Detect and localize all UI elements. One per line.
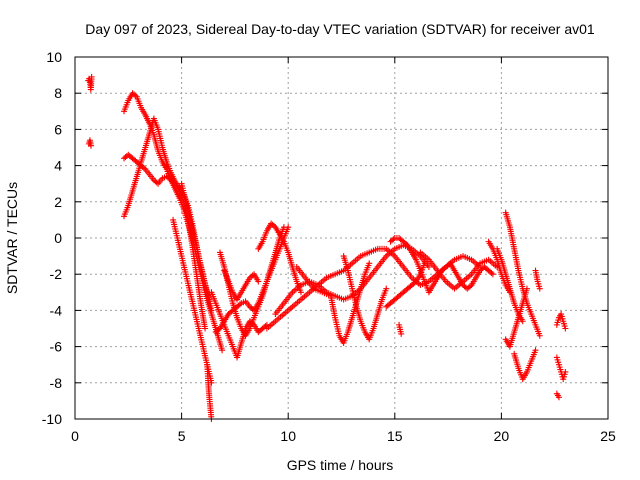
series-track-21: [417, 249, 501, 292]
y-tick-label: 10: [46, 49, 62, 65]
data-point: [153, 179, 160, 186]
data-point: [215, 326, 222, 333]
data-point: [140, 165, 147, 172]
series-track-30: [553, 390, 562, 401]
series-track-7: [178, 180, 215, 314]
data-point: [297, 289, 304, 296]
x-tick-label: 0: [71, 428, 79, 444]
data-point: [523, 285, 530, 292]
x-tick-label: 20: [494, 428, 510, 444]
y-tick-label: 8: [54, 85, 62, 101]
y-tick-label: -6: [50, 339, 63, 355]
data-point: [249, 320, 256, 327]
series-track-5: [121, 151, 209, 332]
data-point: [270, 222, 277, 229]
y-tick-label: -10: [42, 411, 62, 427]
data-point: [532, 347, 539, 354]
x-axis-label: GPS time / hours: [287, 457, 394, 473]
x-tick-label: 10: [280, 428, 296, 444]
data-point: [366, 260, 373, 267]
series-track-16: [293, 260, 373, 346]
data-point: [536, 332, 543, 339]
data-point: [425, 263, 432, 270]
series-track-12: [221, 267, 262, 303]
data-point: [555, 394, 562, 401]
data-point: [170, 179, 177, 186]
series-track-1: [85, 73, 95, 93]
y-tick-label: 2: [54, 194, 62, 210]
series-track-17: [340, 253, 390, 343]
series-track-13: [255, 220, 304, 296]
x-tick-label: 15: [387, 428, 403, 444]
data-point: [398, 330, 405, 337]
data-point: [562, 325, 569, 332]
y-tick-label: -8: [50, 375, 63, 391]
y-tick-label: 6: [54, 121, 62, 137]
series-track-27: [532, 267, 543, 292]
y-tick-label: -4: [50, 302, 63, 318]
series-track-29: [553, 354, 569, 383]
data-point: [236, 301, 243, 308]
y-axis-label: SDTVAR / TECUs: [4, 182, 20, 294]
data-point: [88, 73, 95, 80]
data-point: [421, 260, 428, 267]
grid: [75, 57, 608, 419]
x-tick-label: 5: [178, 428, 186, 444]
series-track-25: [502, 285, 530, 350]
data-point: [208, 307, 215, 314]
series-track-11: [208, 289, 270, 361]
data-point: [467, 283, 474, 290]
x-tick-label: 25: [600, 428, 616, 444]
data-point: [519, 318, 526, 325]
series-track-24: [494, 245, 526, 325]
series-track-14: [263, 245, 484, 332]
data-point: [562, 368, 569, 375]
axis-ticks: 0 5 10 15 20 25 -10 -8 -6 -4 -2 0 2 4 6 8 10: [42, 49, 616, 444]
series-track-10: [216, 224, 287, 339]
data-point: [488, 269, 495, 276]
data-point: [411, 279, 418, 286]
data-point: [87, 142, 94, 149]
series-track-28: [553, 311, 569, 332]
data-point: [403, 241, 410, 248]
y-tick-label: -2: [50, 266, 63, 282]
y-tick-label: 0: [54, 230, 62, 246]
data-point: [390, 236, 397, 243]
data-point: [536, 285, 543, 292]
y-tick-label: 4: [54, 158, 62, 174]
data-points: [85, 73, 569, 422]
data-point: [489, 271, 496, 278]
series-track-19: [383, 260, 428, 310]
series-track-26: [511, 347, 539, 383]
data-point: [202, 325, 209, 332]
series-track-20: [396, 321, 405, 337]
series-track-2: [85, 137, 94, 149]
data-point: [280, 224, 287, 231]
data-point: [383, 285, 390, 292]
data-point: [255, 278, 262, 285]
data-point: [219, 347, 226, 354]
data-point: [132, 92, 139, 99]
chart-title: Day 097 of 2023, Sidereal Day-to-day VTE…: [85, 21, 595, 37]
